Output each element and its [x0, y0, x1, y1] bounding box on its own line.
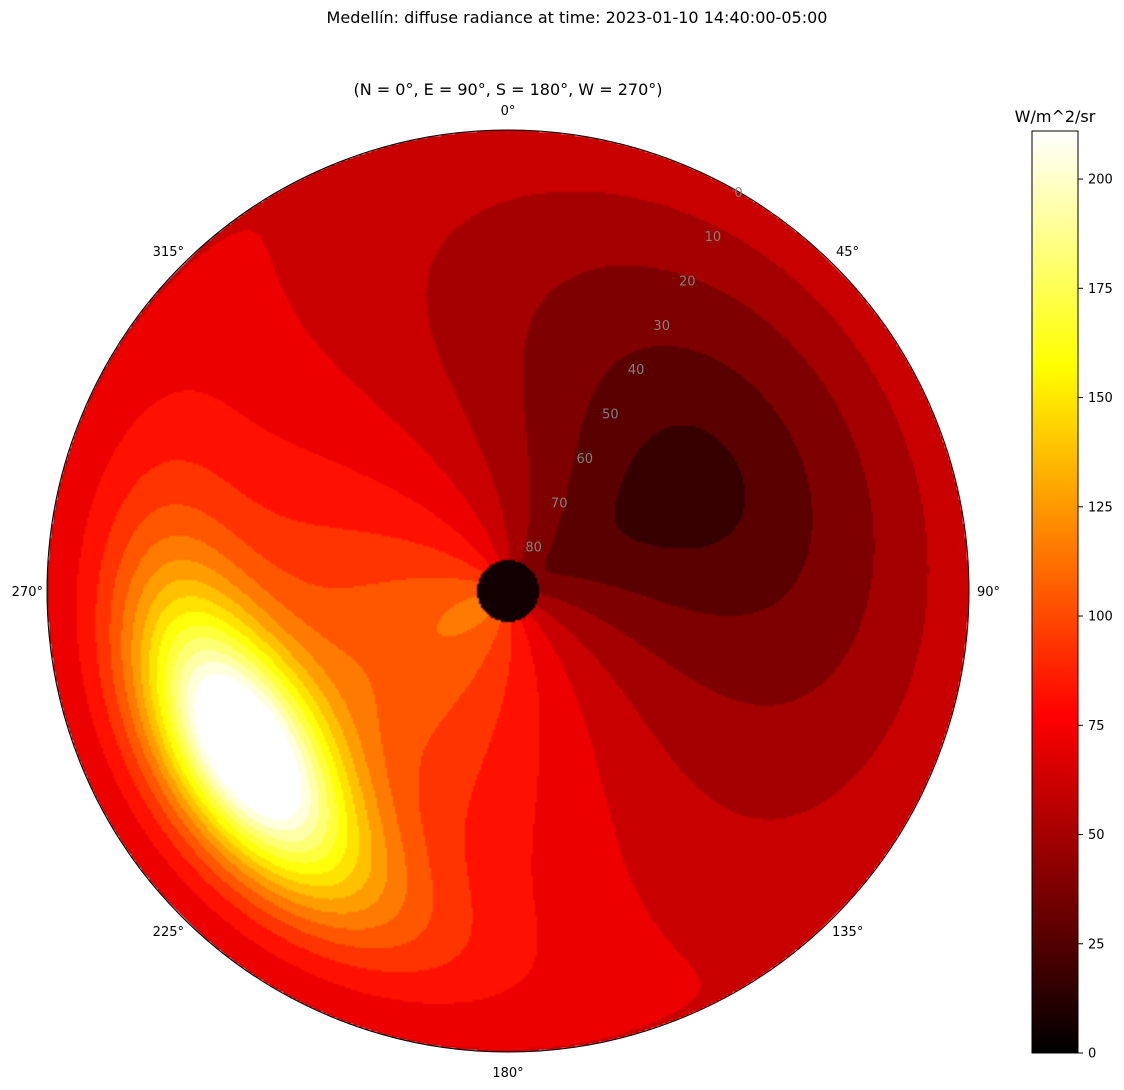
zenith-label: 10: [705, 230, 722, 245]
zenith-label: 70: [551, 496, 568, 511]
azimuth-label-225: 225°: [153, 925, 184, 940]
colorbar-tick-label: 100: [1088, 610, 1113, 625]
chart-subtitle: (N = 0°, E = 90°, S = 180°, W = 270°): [354, 80, 663, 99]
polar-frame: [46, 129, 970, 1053]
colorbar-tick-label: 25: [1088, 937, 1105, 952]
azimuth-label-45: 45°: [836, 245, 859, 260]
chart-title: Medellín: diffuse radiance at time: 2023…: [327, 8, 828, 27]
azimuth-label-135: 135°: [832, 925, 863, 940]
colorbar-tick-label: 75: [1088, 719, 1105, 734]
azimuth-label-315: 315°: [153, 245, 184, 260]
colorbar: W/m^2/sr 0 25 50 75 100 125 150 175 200: [1015, 107, 1113, 1062]
colorbar-tick-label: 200: [1088, 173, 1113, 188]
zenith-label: 40: [628, 363, 645, 378]
colorbar-tick-label: 125: [1088, 500, 1113, 515]
azimuth-labels: 0° 45° 90° 135° 180° 225° 270° 315°: [12, 104, 1000, 1081]
colorbar-tick-label: 150: [1088, 391, 1113, 406]
zenith-label: 80: [525, 541, 542, 556]
azimuth-label-270: 270°: [12, 585, 43, 600]
colorbar-tick-label: 50: [1088, 828, 1105, 843]
colorbar-ticks: 0 25 50 75 100 125 150 175 200: [1078, 173, 1113, 1062]
colorbar-tick-label: 0: [1088, 1047, 1096, 1062]
zenith-label: 0: [734, 186, 742, 201]
azimuth-label-0: 0°: [501, 104, 516, 119]
zenith-label: 60: [577, 452, 594, 467]
colorbar-tick-label: 175: [1088, 282, 1113, 297]
colorbar-bar: [1031, 130, 1079, 1054]
zenith-label: 20: [679, 275, 696, 290]
zenith-labels: 0 10 20 30 40 50 60 70 80: [525, 186, 742, 556]
colorbar-title: W/m^2/sr: [1015, 107, 1096, 126]
polar-disk: [46, 129, 970, 1053]
zenith-label: 30: [653, 319, 670, 334]
zenith-label: 50: [602, 408, 619, 423]
azimuth-label-180: 180°: [492, 1066, 523, 1081]
azimuth-label-90: 90°: [977, 585, 1000, 600]
radiance-heatmap: [47, 130, 969, 1052]
